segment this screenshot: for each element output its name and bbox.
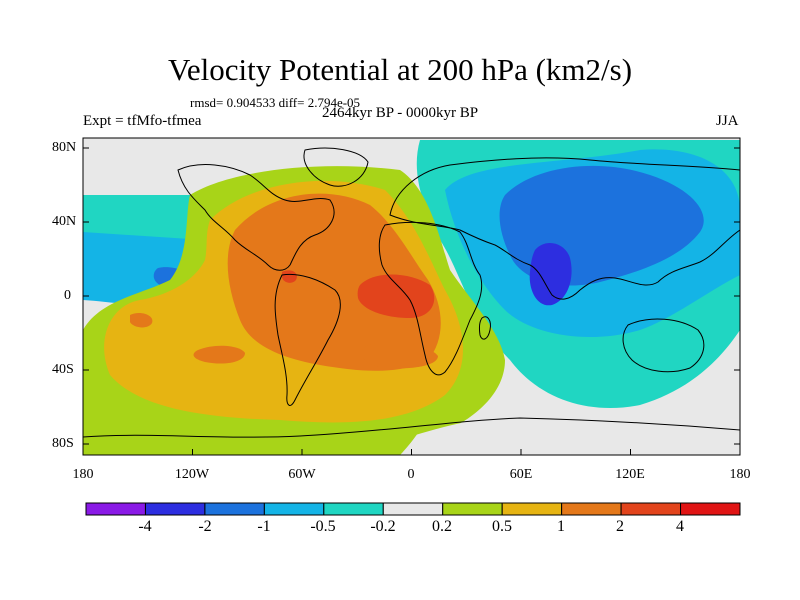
lat-label-80s: 80S: [52, 436, 74, 451]
coast-eurasia: [389, 157, 740, 300]
lon-label-60w: 60W: [288, 467, 316, 482]
colorbar-box-6: [382, 502, 444, 516]
coast-antarctica: [83, 417, 740, 438]
colorbar-box-2: [144, 502, 206, 516]
coastlines: [83, 147, 740, 438]
contour-field: [83, 138, 740, 455]
colorbar-box-1: [85, 502, 146, 516]
colorbar-box-7: [442, 502, 503, 516]
colorbar-label-1: -4: [138, 518, 152, 535]
positive-region-max: [357, 274, 435, 318]
colorbar-label-10: 4: [676, 518, 684, 535]
positive-pocket-southwest: [193, 345, 245, 364]
colorbar-box-8: [501, 502, 563, 516]
lat-ticks: [83, 147, 740, 445]
positive-region-strong: [227, 193, 441, 371]
colorbar-label-3: -1: [257, 518, 271, 535]
colorbar-label-7: 0.5: [492, 518, 512, 535]
experiment-label: Expt = tfMfo-tfmea: [83, 113, 202, 129]
colorbar-label-5: -0.2: [370, 518, 396, 535]
lon-label-120w: 120W: [174, 467, 210, 482]
season-label: JJA: [716, 113, 739, 129]
colorbar-box-3: [204, 502, 265, 516]
stats-subtitle: rmsd= 0.904533 diff= 2.794e-05: [190, 95, 361, 110]
colorbar-label-9: 2: [616, 518, 624, 535]
lat-label-0: 0: [64, 288, 71, 303]
colorbar-label-6: 0.2: [432, 518, 452, 535]
lon-label-0: 0: [407, 467, 415, 482]
colorbar-box-5: [323, 502, 384, 516]
lat-label-80n: 80N: [52, 140, 77, 155]
colorbar-boxes: [85, 502, 741, 516]
southern-positive-band: [83, 430, 420, 455]
lon-ticks: [82, 449, 741, 455]
colorbar-label-2: -2: [198, 518, 212, 535]
colorbar-box-11: [680, 502, 741, 516]
lon-label-180e: 180: [729, 467, 751, 482]
coast-australia: [622, 318, 705, 373]
southern-neutral-band: [400, 400, 740, 455]
colorbar-box-9: [561, 502, 622, 516]
period-label: 2464kyr BP - 0000kyr BP: [322, 105, 479, 121]
lat-label-40s: 40S: [52, 362, 74, 377]
positive-pocket-south-atlantic: [361, 342, 438, 369]
colorbar-box-10: [620, 502, 682, 516]
chart-title: Velocity Potential at 200 hPa (km2/s): [167, 52, 633, 87]
colorbar-label-8: 1: [557, 518, 565, 535]
negative-region-max: [529, 243, 572, 306]
lon-label-180w: 180: [72, 467, 94, 482]
lon-label-120e: 120E: [615, 467, 645, 482]
colorbar-box-4: [263, 502, 325, 516]
colorbar-label-4: -0.5: [310, 518, 336, 535]
positive-region-max-caribbean: [282, 270, 297, 283]
coast-greenland: [303, 147, 369, 187]
lat-label-40n: 40N: [52, 214, 77, 229]
lon-label-60e: 60E: [509, 467, 533, 482]
coast-north-america: [177, 164, 335, 271]
coast-madagascar: [478, 316, 491, 340]
coast-south-america: [274, 273, 341, 406]
positive-pocket-pacific: [130, 312, 153, 328]
coast-africa: [378, 221, 483, 376]
